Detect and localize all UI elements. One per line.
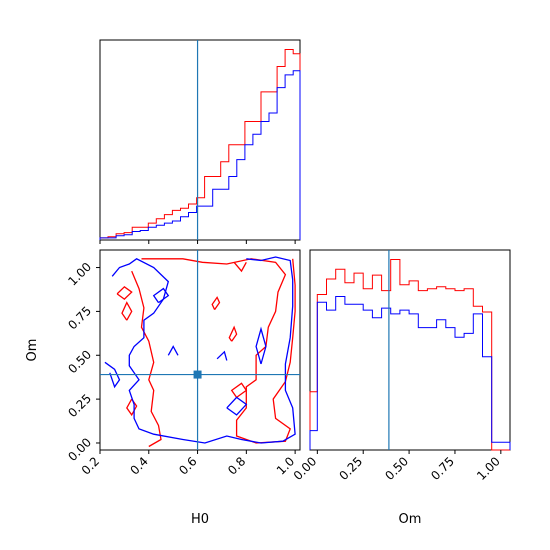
contour-series-2-2 bbox=[216, 350, 228, 361]
joint-xtick-label-1: 0.4 bbox=[128, 454, 151, 477]
joint-ytick-label-3: 0.75 bbox=[65, 304, 94, 333]
contour-series-1-7 bbox=[116, 285, 133, 300]
contour-series-2-6 bbox=[104, 361, 121, 389]
om-marginal-xtick-label-3: 0.75 bbox=[428, 454, 457, 483]
contour-series-2-4 bbox=[255, 326, 267, 365]
joint-ytick-label-1: 0.25 bbox=[65, 391, 94, 420]
joint-ytick-label-2: 0.50 bbox=[65, 347, 94, 376]
om-marginal-xtick-label-2: 0.50 bbox=[382, 454, 411, 483]
joint-xlabel: H0 bbox=[191, 512, 209, 527]
contour-series-1-5 bbox=[230, 382, 248, 398]
contour-series-1-4 bbox=[228, 325, 238, 342]
contour-series-1-8 bbox=[211, 296, 221, 310]
joint-ylabel: Om bbox=[25, 339, 40, 362]
om-hist-series-2 bbox=[309, 296, 511, 450]
h0-hist-series-1 bbox=[99, 49, 301, 240]
contour-series-2-0 bbox=[111, 256, 296, 444]
om-marginal-xtick-label-0: 0.00 bbox=[291, 454, 320, 483]
contour-series-1-2 bbox=[126, 398, 138, 417]
joint-ytick-label-4: 1.00 bbox=[65, 260, 94, 289]
contour-series-2-5 bbox=[152, 287, 170, 304]
h0-hist-series-2 bbox=[99, 70, 301, 240]
joint-frame bbox=[99, 249, 301, 451]
contour-series-1-6 bbox=[233, 261, 247, 273]
contour-series-1-0 bbox=[141, 258, 296, 444]
om-marginal-xtick-label-4: 1.00 bbox=[474, 454, 503, 483]
contour-series-2-3 bbox=[226, 396, 248, 416]
joint-xtick-label-0: 0.2 bbox=[79, 454, 102, 477]
om-marginal-xlabel: Om bbox=[399, 512, 422, 527]
contour-series-2-1 bbox=[167, 345, 179, 356]
om-marginal-frame bbox=[309, 249, 511, 451]
contour-series-1-3 bbox=[121, 301, 133, 321]
joint-xtick-label-2: 0.6 bbox=[176, 454, 199, 477]
om-marginal-xtick-label-1: 0.25 bbox=[337, 454, 366, 483]
om-hist-series-1 bbox=[309, 259, 510, 451]
h0-marginal-frame bbox=[99, 39, 301, 241]
contour-series-1-1 bbox=[131, 270, 162, 448]
joint-xtick-label-3: 0.8 bbox=[225, 454, 248, 477]
joint-contours bbox=[104, 256, 296, 448]
joint-truth-marker bbox=[193, 370, 202, 379]
